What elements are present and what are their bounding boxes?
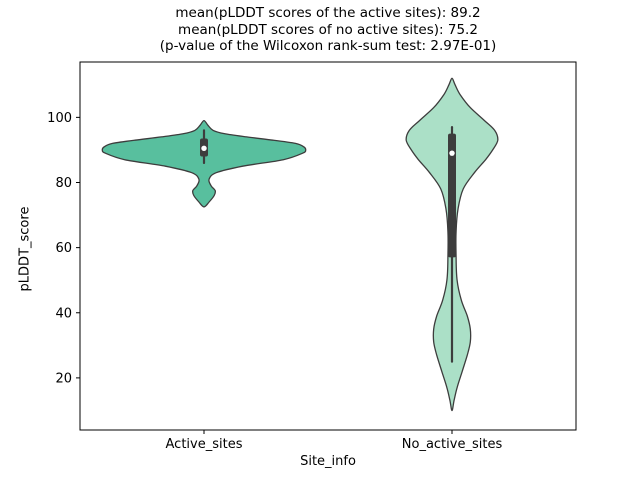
chart-title: mean(pLDDT scores of the active sites): … xyxy=(80,5,576,55)
y-tick-label: 60 xyxy=(55,241,72,256)
median-dot-no_active_sites xyxy=(449,150,455,156)
x-tick-label: Active_sites xyxy=(166,437,243,452)
y-tick-label: 80 xyxy=(55,176,72,191)
title-line-1: mean(pLDDT scores of the active sites): … xyxy=(175,5,481,21)
y-tick-label: 20 xyxy=(55,371,72,386)
title-line-3: (p-value of the Wilcoxon rank-sum test: … xyxy=(159,38,497,54)
x-tick-label: No_active_sites xyxy=(402,437,503,452)
y-tick-label: 40 xyxy=(55,306,72,321)
median-dot-active_sites xyxy=(201,145,207,152)
x-axis-label: Site_info xyxy=(300,454,356,469)
y-tick-label: 100 xyxy=(47,111,72,126)
title-line-2: mean(pLDDT scores of no active sites): 7… xyxy=(178,21,478,38)
axes-frame xyxy=(79,61,577,431)
box-no_active_sites xyxy=(448,133,456,258)
